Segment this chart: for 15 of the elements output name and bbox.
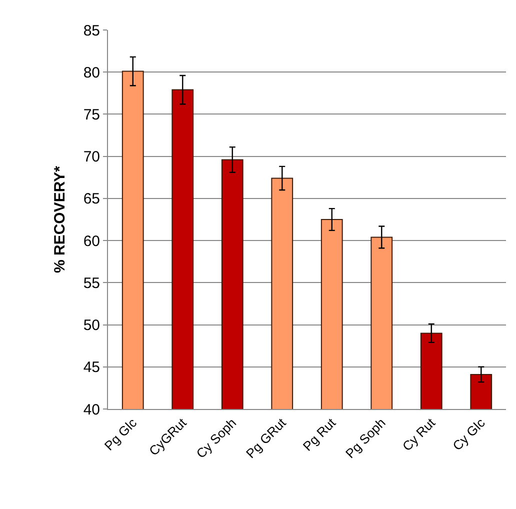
y-tick-label: 55 — [83, 274, 100, 292]
y-tick-label: 80 — [83, 64, 100, 82]
y-tick-label: 75 — [83, 106, 100, 124]
y-tick-label: 70 — [83, 148, 100, 166]
x-tick-label: Cy Rut — [399, 414, 438, 454]
x-tick-label: Pg Glc — [101, 414, 140, 454]
y-tick-label: 40 — [83, 401, 100, 418]
y-axis-title: % RECOVERY* — [52, 166, 69, 273]
y-tick-label: 45 — [83, 359, 100, 376]
y-tick-label: 50 — [83, 317, 100, 334]
x-tick-label: Cy Glc — [450, 414, 488, 454]
y-tick-label: 65 — [83, 190, 100, 208]
y-tick-label: 85 — [83, 22, 100, 40]
x-tick-label: Pg Rut — [300, 414, 339, 454]
y-tick-label: 60 — [83, 232, 100, 250]
